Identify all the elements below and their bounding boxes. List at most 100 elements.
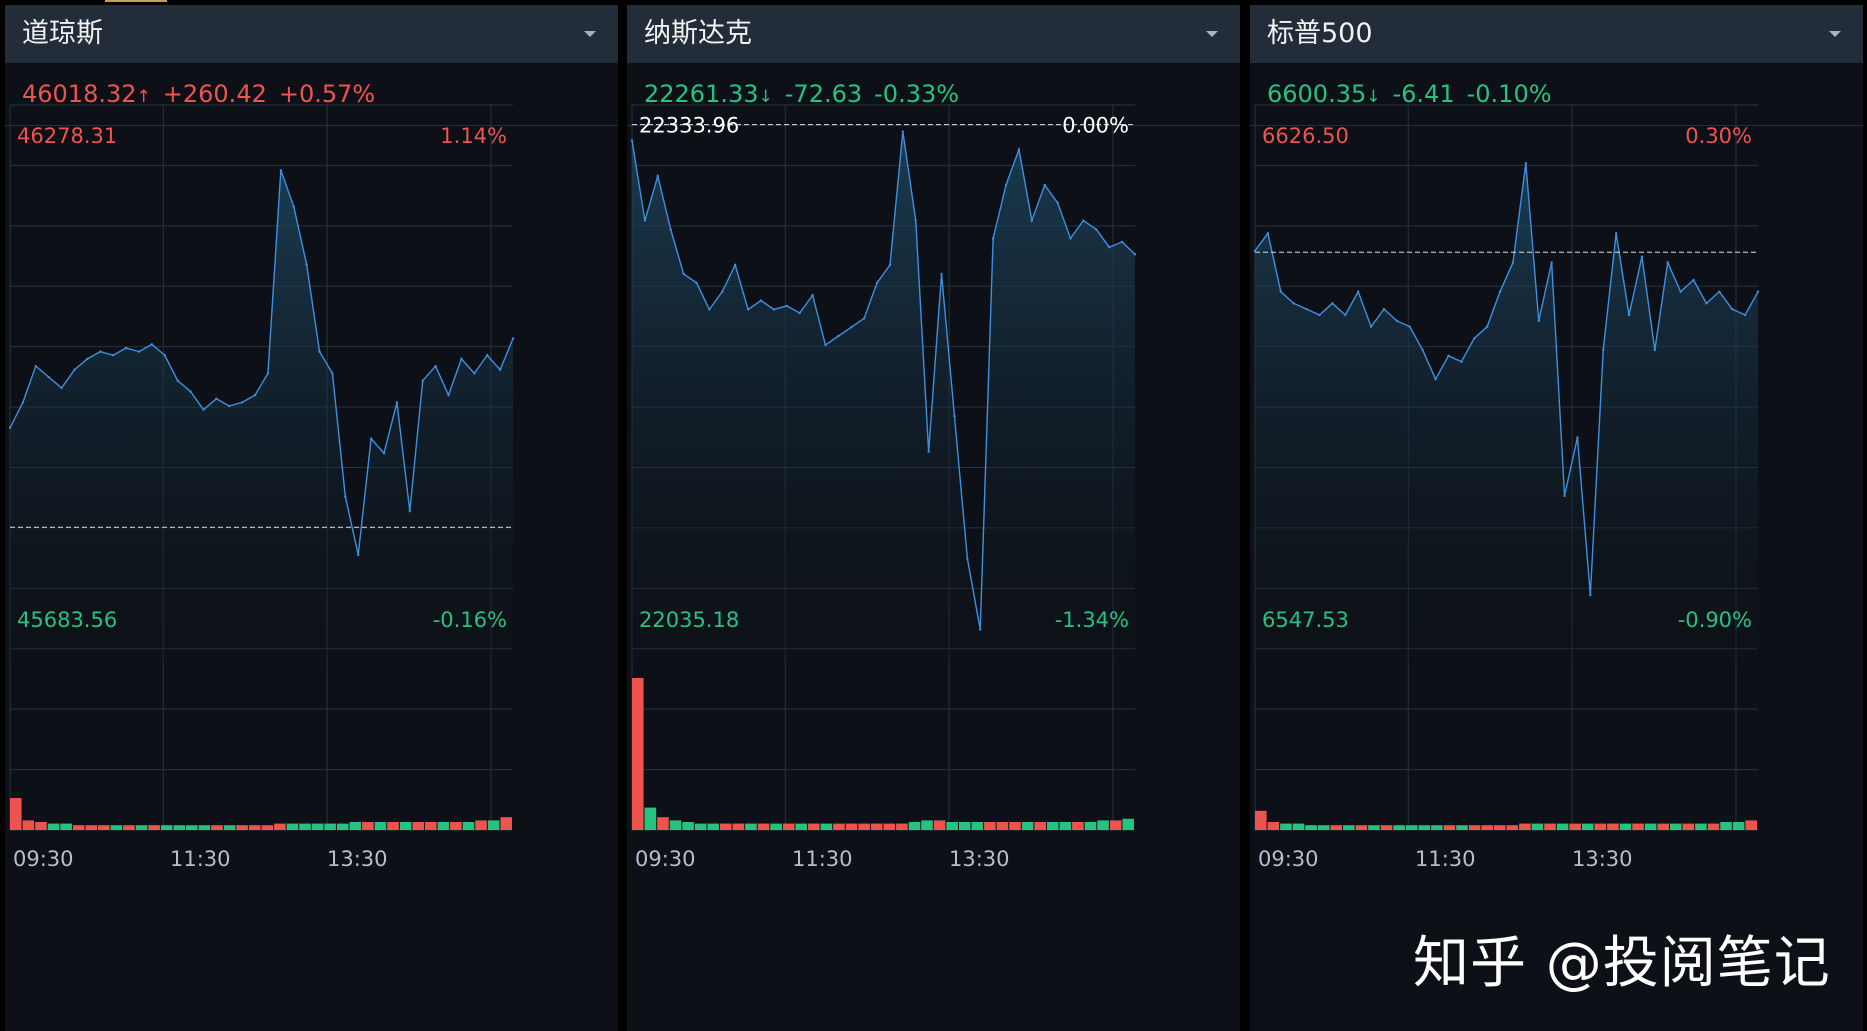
volume-bar xyxy=(324,823,336,830)
price-point xyxy=(811,294,814,297)
price-point xyxy=(47,375,50,379)
volume-bar xyxy=(10,798,22,830)
quote-price: 22261.33↓ xyxy=(644,63,773,128)
volume-bar xyxy=(770,823,782,830)
price-point xyxy=(1004,183,1008,187)
volume-bar xyxy=(1682,823,1695,830)
volume-bar xyxy=(946,822,958,830)
panel-title: 纳斯达克 xyxy=(644,18,752,49)
price-line xyxy=(9,170,514,555)
volume-bar xyxy=(261,825,274,830)
price-point xyxy=(1305,307,1308,311)
price-point xyxy=(1434,377,1437,381)
volume-bar xyxy=(412,822,424,830)
volume-bar xyxy=(1632,823,1644,830)
price-point xyxy=(408,510,412,513)
volume-bar xyxy=(450,822,462,830)
price-point xyxy=(1133,253,1137,256)
price-point xyxy=(1653,348,1657,352)
volume-bar xyxy=(1343,825,1355,830)
price-point xyxy=(331,372,334,375)
price-point xyxy=(202,408,205,411)
volume-bar xyxy=(808,823,820,830)
price-point xyxy=(344,495,347,498)
price-point xyxy=(888,263,892,267)
x-tick-label: 11:30 xyxy=(792,847,853,871)
price-line xyxy=(631,131,1136,630)
volume-bar xyxy=(1531,823,1544,830)
price-point xyxy=(215,397,218,400)
y-max-pct: 0.30% xyxy=(1685,124,1752,148)
volume-bar xyxy=(1707,823,1720,830)
price-point xyxy=(1679,290,1682,293)
volume-bar xyxy=(1009,822,1021,830)
volume-bar xyxy=(374,822,387,830)
y-min-label: 22035.18 xyxy=(639,608,739,632)
y-min-pct: -0.90% xyxy=(1678,608,1752,632)
chevron-down-icon[interactable] xyxy=(584,31,596,37)
volume-bar xyxy=(795,823,808,830)
volume-bar xyxy=(657,817,669,830)
price-point xyxy=(1447,354,1450,358)
quote-change: +260.42 xyxy=(162,80,267,108)
price-point xyxy=(357,553,360,556)
quote-percent: -0.10% xyxy=(1466,80,1552,108)
volume-bar xyxy=(870,823,883,830)
quote-change: -6.41 xyxy=(1392,80,1455,108)
price-point xyxy=(733,263,737,267)
quote-percent: -0.33% xyxy=(874,80,960,108)
volume-bar xyxy=(958,822,971,830)
watermark-text: 知乎 @投阅笔记 xyxy=(1413,931,1831,996)
volume-bar xyxy=(694,823,707,830)
x-tick-label: 13:30 xyxy=(949,847,1010,871)
volume-bar xyxy=(236,825,248,830)
panel-header[interactable]: 纳斯达克 xyxy=(627,5,1240,63)
price-point xyxy=(695,281,698,284)
volume-bar xyxy=(933,820,946,830)
price-point xyxy=(979,628,982,631)
price-point xyxy=(99,350,102,353)
price-point xyxy=(176,379,179,382)
price-point xyxy=(421,379,424,382)
x-tick-label: 13:30 xyxy=(327,847,388,871)
x-tick-label: 09:30 xyxy=(635,847,696,871)
volume-bar xyxy=(1046,822,1059,830)
price-point xyxy=(189,390,192,393)
price-point xyxy=(1705,302,1708,305)
top-accent-bar xyxy=(105,0,167,2)
panel-title: 道琼斯 xyxy=(22,18,103,49)
volume-bar xyxy=(1330,825,1343,830)
volume-bar xyxy=(1368,825,1380,830)
volume-bar xyxy=(148,825,160,830)
volume-bar xyxy=(682,822,694,830)
chevron-down-icon[interactable] xyxy=(1206,31,1218,37)
volume-bar xyxy=(500,817,512,830)
price-area xyxy=(1255,163,1758,666)
volume-bar xyxy=(1122,818,1134,830)
volume-bar xyxy=(1255,810,1267,830)
price-point xyxy=(498,368,502,371)
price-point xyxy=(1344,313,1347,317)
volume-bar xyxy=(1292,823,1305,830)
volume-bar xyxy=(1644,823,1657,830)
quote-price: 6600.35↓ xyxy=(1267,63,1381,128)
price-point xyxy=(669,228,672,231)
volume-bar xyxy=(1481,825,1493,830)
price-point xyxy=(150,343,154,346)
volume-bar xyxy=(833,823,845,830)
chevron-down-icon[interactable] xyxy=(1829,31,1841,37)
volume-bar xyxy=(858,823,870,830)
chart-panel-nasdaq: 纳斯达克 22261.33↓ -72.63 -0.33% 22035.18 -1.34… xyxy=(627,5,1240,1031)
price-point xyxy=(901,130,905,133)
price-point xyxy=(1069,237,1072,240)
panel-header[interactable]: 标普500 xyxy=(1250,5,1863,63)
x-tick-label: 11:30 xyxy=(1415,847,1476,871)
price-point xyxy=(1408,325,1411,328)
volume-bar xyxy=(1034,822,1046,830)
price-point xyxy=(1692,278,1695,282)
price-point xyxy=(1498,290,1502,293)
price-point xyxy=(460,357,463,361)
panel-header[interactable]: 道琼斯 xyxy=(5,5,618,63)
price-point xyxy=(1576,436,1579,439)
volume-bar xyxy=(1657,823,1669,830)
